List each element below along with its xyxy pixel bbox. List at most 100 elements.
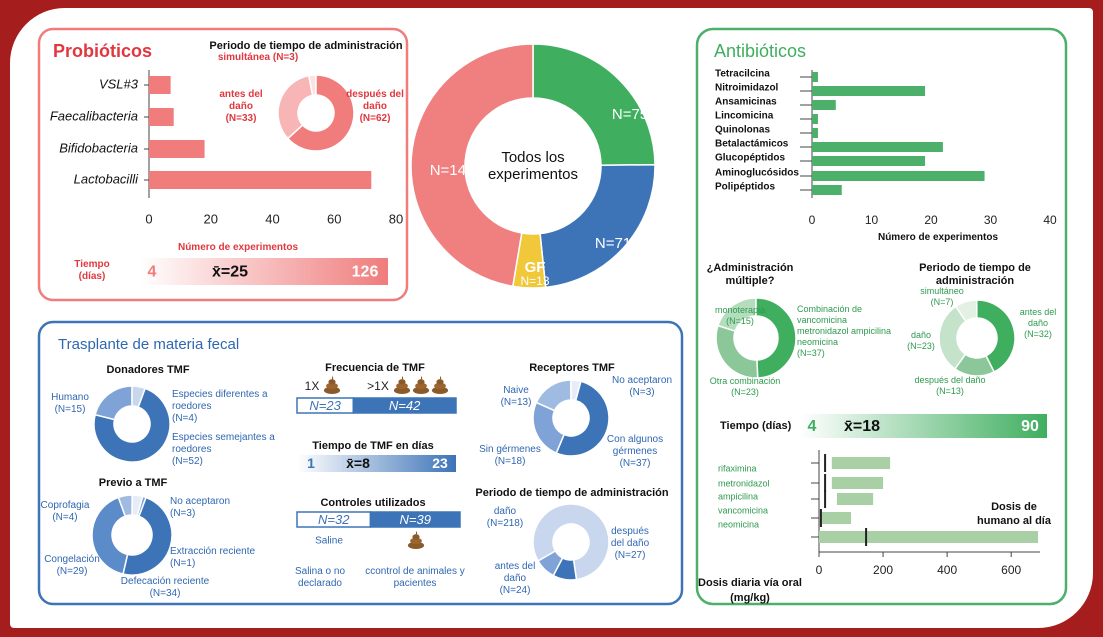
slice-label: después del daño (N=62) — [344, 89, 406, 125]
donut-slice — [532, 503, 610, 581]
category-label: Lactobacilli — [74, 171, 139, 186]
slice-label: Especies diferentes a roedores (N=4) — [172, 389, 282, 425]
x-tick-label: 30 — [984, 213, 998, 227]
donut-slice — [93, 387, 171, 463]
x-tick-label: 40 — [1043, 213, 1057, 227]
range-value: 1 — [307, 455, 315, 471]
range-bar — [836, 493, 874, 505]
bar — [812, 185, 842, 195]
x-tick-label: 10 — [865, 213, 879, 227]
category-label: Betalactámicos — [715, 139, 789, 150]
category-label: ampicilina — [718, 491, 758, 501]
x-axis-label: Número de experimentos — [177, 242, 299, 253]
slice-label: Defecación reciente (N=34) — [100, 576, 230, 600]
bar — [812, 72, 818, 82]
donut-slice — [938, 305, 967, 370]
value-label: (N=15) — [54, 404, 86, 415]
value-label: (N=32) — [1024, 329, 1052, 339]
chart-title: Todos los experimentos — [487, 149, 579, 183]
range-value: x̄=8 — [346, 455, 370, 471]
range-value: 4 — [148, 264, 157, 281]
category-label: metronidazol — [718, 478, 770, 488]
category: Con algunos gérmenes — [606, 434, 664, 457]
chart-title: Donadores TMF — [106, 364, 190, 376]
donut-slice — [755, 297, 797, 379]
category-label: Aminoglucósidos — [715, 168, 799, 179]
bar — [149, 108, 174, 126]
value-label: (N=23) — [731, 387, 759, 397]
range-bar — [831, 457, 891, 469]
slice-label: N=13 — [520, 274, 549, 288]
category-label: Salina o no declarado — [294, 566, 346, 589]
category-label: Quinolonas — [715, 125, 770, 136]
bar-segment — [352, 397, 457, 414]
category-label: >1X — [367, 379, 389, 393]
value-label: (N=4) — [172, 413, 198, 424]
bar — [149, 76, 171, 94]
slice-label: N=75 — [612, 106, 648, 123]
chart-title: Tiempo de TMF en días — [312, 440, 434, 452]
range-bar — [140, 258, 388, 285]
range-value: 4 — [808, 418, 817, 435]
category: después del daño — [914, 375, 986, 385]
donut-slice — [555, 380, 610, 457]
x-tick-label: 0 — [816, 563, 823, 577]
category: Combinación de vancomicina metronidazol … — [797, 304, 892, 347]
category-label: Ansamicinas — [715, 97, 777, 108]
slice-label: Con algunos gérmenes (N=37) — [599, 434, 671, 470]
range-value: 90 — [1021, 418, 1039, 435]
donut-slice — [539, 163, 656, 289]
x-tick-label: 80 — [389, 211, 403, 226]
value-label: (N=18) — [494, 456, 526, 467]
bar — [812, 171, 985, 181]
category-label: Glucopéptidos — [715, 153, 785, 164]
value-label: (N=15) — [726, 316, 754, 326]
slice-label: Naive (N=13) — [491, 385, 541, 409]
x-axis-label: Dosis diaria vía oral (mg/kg) — [698, 577, 802, 604]
chart-title: Frecuencia de TMF — [325, 362, 425, 374]
donut-slice — [715, 324, 759, 379]
range-label: Tiempo (días) — [74, 259, 110, 282]
range-bar — [821, 512, 852, 524]
slice-label: Extracción reciente (N=1) — [170, 546, 280, 570]
slice-label: antes del daño (N=24) — [490, 561, 540, 597]
donut-slice — [122, 496, 173, 576]
slice-label: Sin gérmenes (N=18) — [473, 444, 548, 468]
category-label: Faecalibacteria — [50, 108, 138, 123]
x-tick-label: 200 — [873, 563, 893, 577]
bar — [149, 140, 205, 158]
bar — [812, 142, 943, 152]
range-value: 126 — [352, 264, 379, 281]
slice-label: N=143 — [430, 162, 475, 179]
category-label: Polipéptidos — [715, 182, 775, 193]
slice-label: Especies semejantes a roedores (N=52) — [172, 432, 297, 468]
slice-label: N=71 — [595, 235, 631, 252]
category: No aceptaron — [170, 496, 231, 507]
category: Otra combinación — [709, 376, 781, 386]
bar — [812, 128, 818, 138]
panel — [37, 27, 409, 302]
value-label: (N=62) — [359, 113, 391, 124]
bar — [812, 156, 926, 166]
value-label: (N=3) — [272, 52, 299, 63]
value-label: (N=23) — [907, 341, 935, 351]
slice-label: simultáneo (N=7) — [907, 286, 977, 308]
category: simultáneo — [920, 286, 964, 296]
category-label: vancomicina — [718, 505, 768, 515]
bar — [812, 86, 926, 96]
category-label: Bifidobacteria — [59, 140, 138, 155]
value-label: (N=24) — [499, 585, 531, 596]
donut-slice — [537, 549, 564, 577]
slice-label: simultánea (N=3) — [188, 52, 328, 64]
value-label: (N=218) — [486, 518, 524, 529]
range-bar — [831, 477, 884, 489]
donut-slice — [277, 74, 314, 140]
category: Especies diferentes a roedores — [172, 389, 268, 412]
chart-title: Previo a TMF — [98, 477, 168, 489]
category: Defecación reciente — [120, 576, 210, 587]
donut-slice — [532, 43, 656, 167]
range-value: x̄=25 — [212, 264, 248, 281]
category-label: rifaximina — [718, 463, 757, 473]
